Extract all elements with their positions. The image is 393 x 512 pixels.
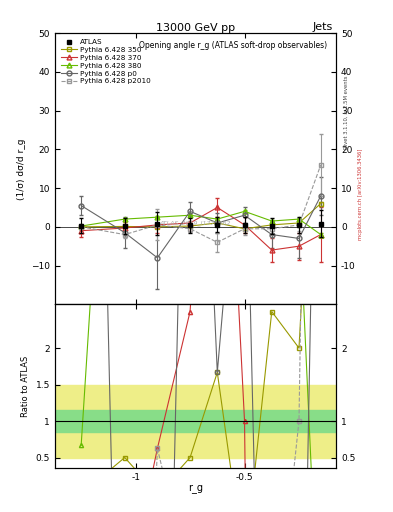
X-axis label: r_g: r_g (188, 484, 203, 494)
Y-axis label: (1/σ) dσ/d r_g: (1/σ) dσ/d r_g (17, 138, 26, 200)
Text: ATLAS_2019_I1772062: ATLAS_2019_I1772062 (160, 220, 231, 226)
Title: 13000 GeV pp: 13000 GeV pp (156, 23, 235, 32)
Text: mcplots.cern.ch [arXiv:1306.3436]: mcplots.cern.ch [arXiv:1306.3436] (358, 149, 363, 240)
Text: Rivet 3.1.10, ≥ 2.5M events: Rivet 3.1.10, ≥ 2.5M events (344, 76, 349, 150)
Text: Jets: Jets (313, 22, 333, 32)
Y-axis label: Ratio to ATLAS: Ratio to ATLAS (21, 356, 30, 417)
Legend: ATLAS, Pythia 6.428 350, Pythia 6.428 370, Pythia 6.428 380, Pythia 6.428 p0, Py: ATLAS, Pythia 6.428 350, Pythia 6.428 37… (59, 37, 152, 87)
Text: Opening angle r_g (ATLAS soft-drop observables): Opening angle r_g (ATLAS soft-drop obser… (140, 41, 328, 50)
